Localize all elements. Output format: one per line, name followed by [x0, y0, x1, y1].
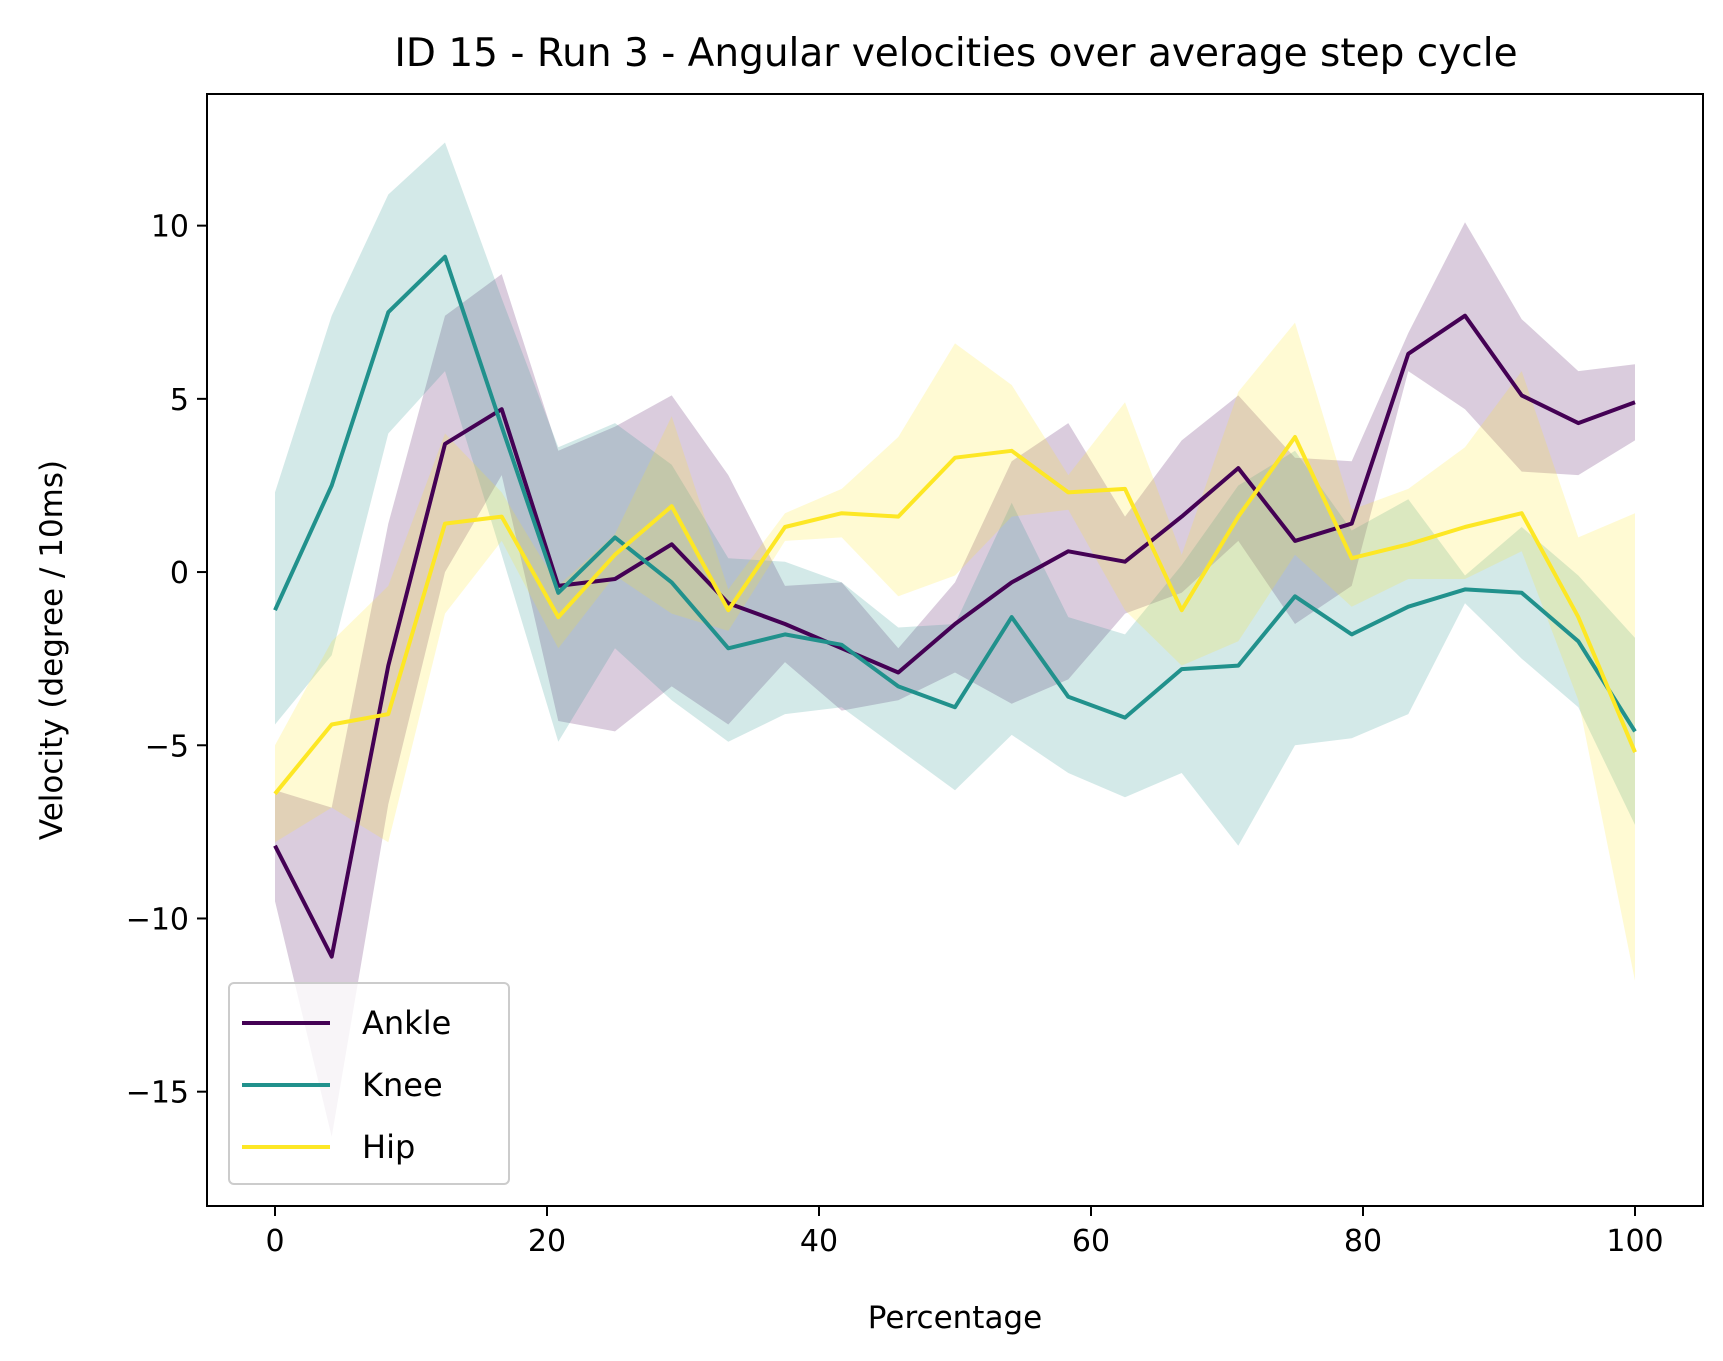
legend-label-ankle: Ankle — [362, 1004, 451, 1042]
x-axis-label: Percentage — [868, 1300, 1042, 1336]
x-axis: 0 20 40 60 80 100 — [265, 1206, 1664, 1259]
y-axis-label: Velocity (degree / 10ms) — [34, 460, 70, 840]
ankle-line — [273, 313, 1636, 959]
legend-box — [228, 982, 510, 1185]
y-tick-label: −10 — [126, 902, 189, 937]
confidence-bands — [275, 142, 1635, 1137]
x-tick-label: 40 — [800, 1224, 838, 1259]
y-tick-label: −15 — [126, 1076, 189, 1111]
y-tick-label: 0 — [170, 556, 189, 591]
legend-label-knee: Knee — [362, 1066, 443, 1104]
plot-frame — [206, 93, 1704, 1207]
x-tick-label: 80 — [1344, 1224, 1382, 1259]
y-axis: −15 −10 −5 0 5 10 — [126, 210, 207, 1111]
ankle-band — [275, 222, 1635, 1137]
x-tick-label: 20 — [528, 1224, 566, 1259]
chart-title: ID 15 - Run 3 - Angular velocities over … — [394, 31, 1517, 76]
y-tick-label: 5 — [170, 383, 189, 418]
y-tick-label: −5 — [145, 729, 189, 764]
legend-label-hip: Hip — [362, 1128, 415, 1166]
hip-band — [275, 322, 1635, 981]
x-tick-label: 60 — [1072, 1224, 1110, 1259]
knee-band — [275, 142, 1635, 846]
x-tick-label: 100 — [1606, 1224, 1663, 1259]
hip-line — [273, 435, 1637, 796]
series-lines — [273, 254, 1637, 959]
knee-line — [273, 254, 1637, 733]
y-tick-label: 10 — [151, 210, 189, 245]
x-tick-label: 0 — [265, 1224, 284, 1259]
legend: Ankle Knee Hip — [228, 982, 510, 1185]
